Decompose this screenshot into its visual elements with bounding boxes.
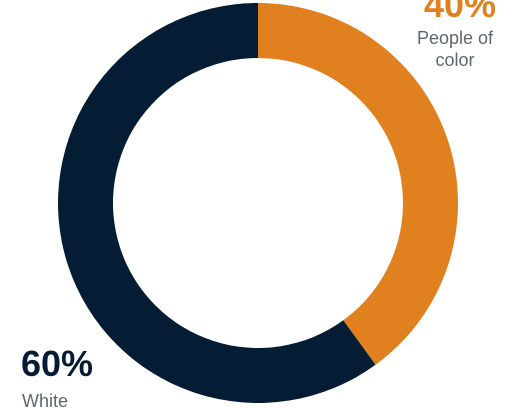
donut-slice-white: [57, 3, 376, 403]
category-label-people-of-color: People of color: [416, 28, 494, 70]
category-label-white: White: [21, 391, 68, 409]
donut-slice-people-of-color: [258, 3, 458, 365]
data-label-people-of-color-percent: 40%: [423, 0, 497, 25]
data-label-white-percent: 60%: [20, 343, 94, 384]
